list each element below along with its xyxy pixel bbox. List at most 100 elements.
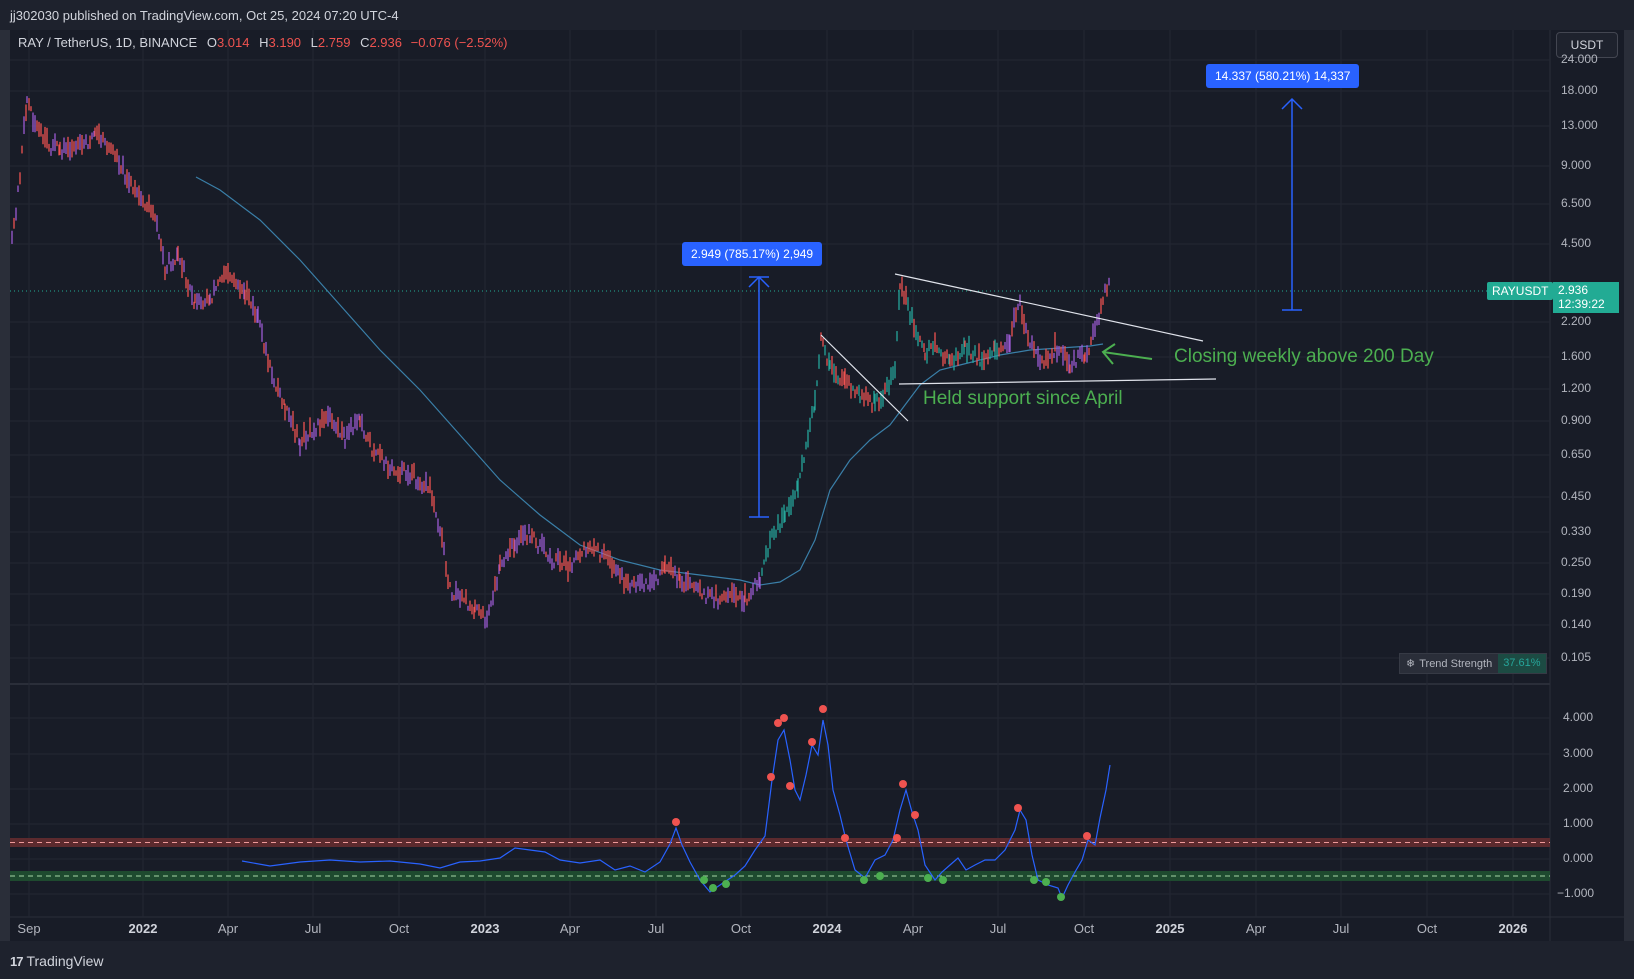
time-axis-tick: Jul bbox=[1332, 921, 1350, 936]
time-axis-tick: 2024 bbox=[812, 921, 842, 936]
sell-signal-dot bbox=[819, 705, 827, 713]
oscillator-axis-tick: 0.000 bbox=[1563, 851, 1594, 865]
symbol-legend[interactable]: RAY / TetherUS, 1D, BINANCE O3.014 H3.19… bbox=[18, 35, 508, 50]
sell-signal-dot bbox=[899, 780, 907, 788]
sell-signal-dot bbox=[808, 738, 816, 746]
buy-signal-dot bbox=[939, 876, 947, 884]
tradingview-logo[interactable]: 17 TradingView bbox=[10, 953, 104, 969]
ticker-label: RAYUSDT bbox=[1487, 282, 1554, 300]
time-axis-tick: 2023 bbox=[470, 921, 500, 936]
time-axis-tick: Sep bbox=[17, 921, 41, 936]
sell-signal-dot bbox=[774, 719, 782, 727]
low-label: L bbox=[310, 35, 318, 50]
sell-signal-dot bbox=[841, 834, 849, 842]
measure-2-label[interactable]: 14.337 (580.21%) 14,337 bbox=[1206, 64, 1360, 88]
price-axis-tick: 6.500 bbox=[1561, 196, 1592, 210]
price-axis-tick: 0.450 bbox=[1561, 489, 1592, 503]
price-axis-tick: 2.200 bbox=[1561, 314, 1592, 328]
open-value: 3.014 bbox=[216, 35, 250, 50]
price-axis-tick: 1.600 bbox=[1561, 349, 1592, 363]
time-axis-tick: Oct bbox=[730, 921, 752, 936]
time-axis-tick: Apr bbox=[902, 921, 924, 936]
closing-note[interactable]: Closing weekly above 200 Day bbox=[1174, 346, 1434, 367]
buy-signal-dot bbox=[700, 876, 708, 884]
measure-1-label[interactable]: 2.949 (785.17%) 2,949 bbox=[682, 242, 823, 266]
time-axis-tick: Apr bbox=[1245, 921, 1267, 936]
oscillator-axis-tick: 1.000 bbox=[1563, 816, 1594, 830]
price-axis-tick: 0.900 bbox=[1561, 413, 1592, 427]
price-axis-tick: 0.105 bbox=[1561, 650, 1592, 664]
time-axis-tick: Oct bbox=[1416, 921, 1438, 936]
price-axis-tick: 0.190 bbox=[1561, 586, 1592, 600]
time-axis-tick: Oct bbox=[388, 921, 410, 936]
ma-200-line bbox=[195, 176, 1104, 586]
buy-signal-dot bbox=[709, 884, 717, 892]
price-axis-tick: 24.000 bbox=[1561, 52, 1598, 66]
tv-logo-icon: 17 bbox=[10, 953, 24, 969]
time-axis-tick: Apr bbox=[559, 921, 581, 936]
candles-group bbox=[11, 96, 1110, 629]
price-axis-tick: 0.140 bbox=[1561, 617, 1592, 631]
oscillator-axis-tick: 2.000 bbox=[1563, 781, 1594, 795]
price-axis-tick: 0.650 bbox=[1561, 447, 1592, 461]
snowflake-icon: ❄ bbox=[1406, 658, 1416, 670]
sell-signal-dot bbox=[767, 773, 775, 781]
support-note[interactable]: Held support since April bbox=[923, 388, 1123, 409]
measure-2-arrow bbox=[1281, 97, 1303, 110]
oscillator-axis-tick: −1.000 bbox=[1557, 886, 1595, 900]
sell-signal-dot bbox=[1014, 804, 1022, 812]
price-axis-tick: 0.250 bbox=[1561, 555, 1592, 569]
sell-signal-dot bbox=[1083, 832, 1091, 840]
last-price-value: 2.936 bbox=[1558, 283, 1589, 297]
descending-trendline bbox=[894, 273, 1204, 342]
price-axis-tick: 13.000 bbox=[1561, 118, 1598, 132]
symbol-name: RAY / TetherUS, 1D, BINANCE bbox=[18, 35, 198, 50]
last-price-tag: 2.936 12:39:22 bbox=[1553, 282, 1619, 313]
sell-signal-dot bbox=[780, 714, 788, 722]
buy-signal-dot bbox=[1057, 893, 1065, 901]
bar-countdown: 12:39:22 bbox=[1558, 297, 1605, 311]
brand-name: TradingView bbox=[26, 953, 104, 969]
buy-signal-dot bbox=[722, 880, 730, 888]
buy-signal-dot bbox=[1030, 876, 1038, 884]
high-value: 3.190 bbox=[268, 35, 302, 50]
time-axis-tick: Jul bbox=[989, 921, 1007, 936]
price-axis-tick: 9.000 bbox=[1561, 158, 1592, 172]
top-bar: jj302030 published on TradingView.com, O… bbox=[0, 0, 1634, 30]
annotation-arrow bbox=[1102, 351, 1153, 360]
time-axis-tick: 2025 bbox=[1155, 921, 1185, 936]
price-axis-tick: 4.500 bbox=[1561, 236, 1592, 250]
time-axis-tick: Jul bbox=[304, 921, 322, 936]
low-value: 2.759 bbox=[317, 35, 351, 50]
high-label: H bbox=[259, 35, 269, 50]
indicator-name: Trend Strength bbox=[1419, 657, 1493, 670]
buy-signal-dot bbox=[860, 876, 868, 884]
close-label: C bbox=[360, 35, 370, 50]
oscillator-line bbox=[241, 719, 1111, 900]
price-axis-tick: 1.200 bbox=[1561, 381, 1592, 395]
time-axis-tick: Jul bbox=[647, 921, 665, 936]
price-axis-tick: 0.330 bbox=[1561, 524, 1592, 538]
buy-signal-dot bbox=[1042, 878, 1050, 886]
time-axis-tick: Oct bbox=[1073, 921, 1095, 936]
open-label: O bbox=[206, 35, 217, 50]
sell-signal-dot bbox=[893, 834, 901, 842]
trend-strength-badge[interactable]: ❄ Trend Strength 37.61% bbox=[1399, 653, 1547, 674]
oscillator-axis-tick: 3.000 bbox=[1563, 746, 1594, 760]
indicator-value: 37.61% bbox=[1498, 654, 1546, 673]
sell-signal-dot bbox=[786, 782, 794, 790]
time-axis-tick: 2022 bbox=[128, 921, 158, 936]
sell-signal-dot bbox=[672, 818, 680, 826]
oscillator-path bbox=[241, 719, 1111, 900]
oscillator-signals bbox=[672, 705, 1091, 901]
flag-trendline bbox=[820, 334, 909, 422]
sell-signal-dot bbox=[911, 811, 919, 819]
currency-button[interactable]: USDT bbox=[1556, 32, 1618, 58]
change-value: −0.076 (−2.52%) bbox=[410, 35, 508, 50]
grid-lines bbox=[10, 30, 1550, 917]
published-info: jj302030 published on TradingView.com, O… bbox=[10, 8, 399, 23]
close-value: 2.936 bbox=[369, 35, 403, 50]
footer-bar bbox=[0, 941, 1634, 979]
time-axis-tick: Apr bbox=[217, 921, 239, 936]
